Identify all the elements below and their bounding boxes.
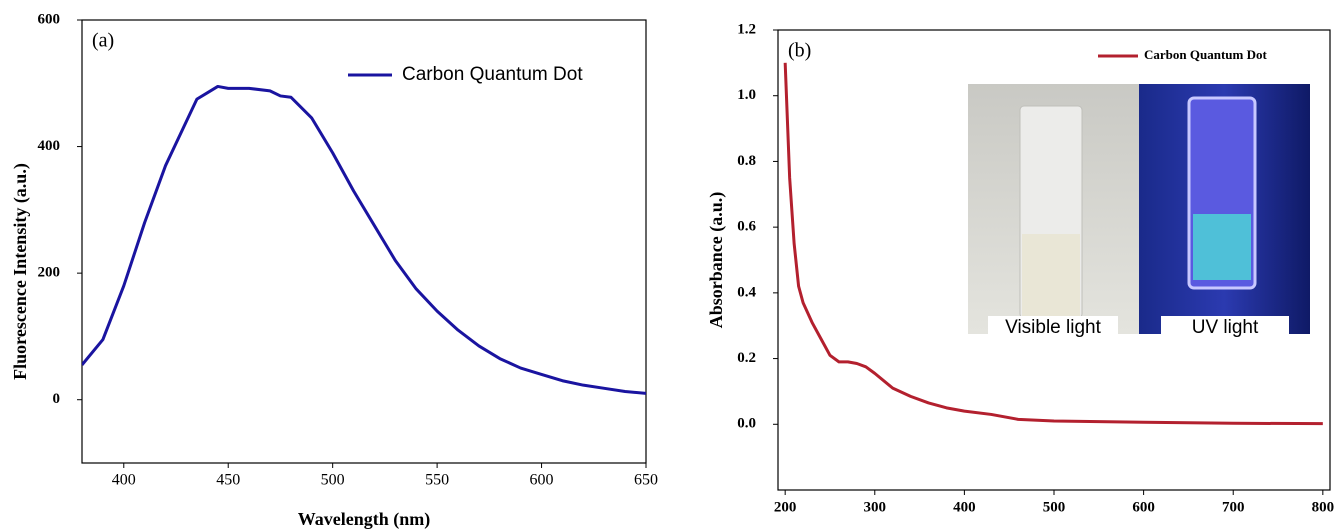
y-tick-label: 0.4 [737, 284, 756, 300]
y-tick-label: 0.2 [737, 350, 756, 366]
data-line [783, 62, 1323, 426]
x-tick-label: 500 [321, 472, 345, 489]
x-tick-label: 400 [112, 472, 136, 489]
x-tick-label: 200 [774, 499, 797, 515]
liquid-uv [1193, 214, 1251, 280]
y-tick-label: 0 [53, 391, 61, 407]
x-tick-label: 400 [953, 499, 976, 515]
y-axis-title: Absorbance (a.u.) [706, 192, 727, 329]
inset-label: UV light [1192, 317, 1259, 338]
y-tick-label: 1.0 [737, 87, 756, 103]
panel-label: (a) [92, 30, 114, 52]
inset-label-box [988, 316, 1118, 338]
y-tick-label: 600 [38, 11, 61, 27]
y-tick-label: 400 [38, 138, 61, 154]
x-tick-label: 600 [530, 472, 554, 489]
y-axis-title: Fluorescence Intensity (a.u.) [10, 163, 31, 380]
plot-frame [81, 19, 647, 464]
x-tick-label: 500 [1043, 499, 1066, 515]
x-tick-label: 800 [1312, 499, 1335, 515]
y-tick-label: 0.6 [737, 219, 756, 235]
y-tick-label: 0.0 [737, 416, 756, 432]
x-tick-label: 550 [425, 472, 449, 489]
panel-label: (b) [788, 40, 811, 62]
x-tick-label: 300 [864, 499, 887, 515]
x-tick-label: 600 [1132, 499, 1155, 515]
data-line [82, 84, 646, 395]
inset-label-box [1161, 316, 1289, 338]
inset-label: Visible light [1005, 317, 1101, 338]
liquid-visible [1022, 234, 1080, 316]
x-axis-title: Wavelength (nm) [298, 509, 431, 530]
y-tick-label: 200 [38, 265, 61, 281]
x-tick-label: 700 [1222, 499, 1245, 515]
y-tick-label: 0.8 [737, 153, 756, 169]
y-tick-label: 1.2 [737, 21, 756, 37]
legend-label: Carbon Quantum Dot [402, 64, 583, 85]
x-tick-label: 650 [634, 472, 658, 489]
x-tick-label: 450 [216, 472, 240, 489]
legend-label: Carbon Quantum Dot [1144, 47, 1267, 62]
